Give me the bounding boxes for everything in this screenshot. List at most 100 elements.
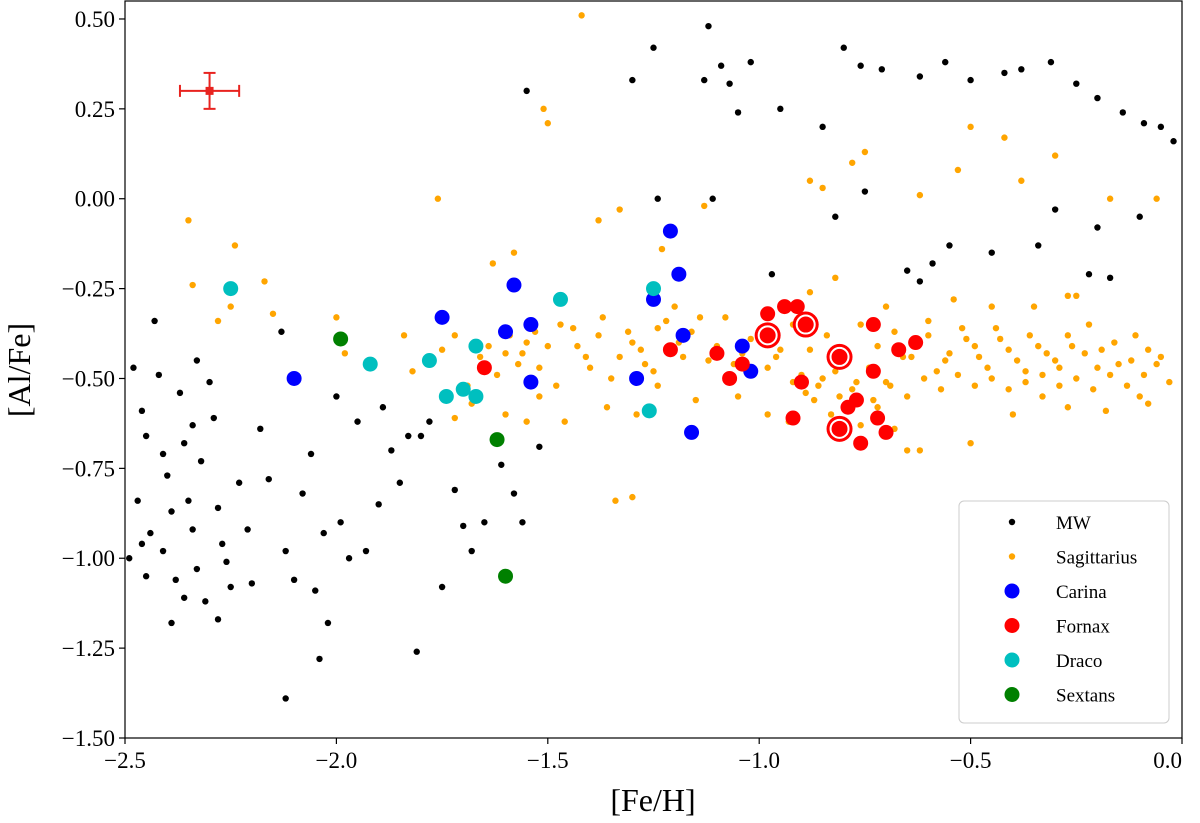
point-fornax	[662, 342, 678, 358]
point-fornax	[865, 317, 881, 333]
legend-marker	[1004, 583, 1020, 599]
point-mw	[777, 105, 784, 113]
y-tick-label: 0.50	[75, 7, 115, 32]
point-mw	[629, 76, 636, 84]
point-mw	[130, 364, 137, 371]
point-mw	[840, 44, 847, 51]
point-sagittarius	[409, 368, 416, 375]
point-sagittarius	[734, 393, 742, 400]
legend-marker	[1004, 652, 1020, 668]
point-mw	[916, 73, 924, 80]
point-sagittarius	[1051, 152, 1059, 159]
point-mw	[185, 497, 192, 504]
point-sagittarius	[916, 447, 924, 454]
point-mw	[1018, 66, 1025, 73]
point-mw	[1047, 58, 1055, 66]
point-fornax	[878, 424, 894, 440]
point-sagittarius	[637, 346, 645, 353]
point-sagittarius	[942, 357, 949, 364]
point-sagittarius	[819, 184, 826, 192]
point-sagittarius	[1030, 303, 1038, 310]
y-tick-label: −0.25	[62, 277, 115, 302]
point-carina	[734, 338, 750, 354]
point-mw	[650, 44, 657, 51]
y-axis: 0.50 0.25 0.00 −0.25 −0.50 −0.75 −1.00 −1.25 −1.…	[62, 7, 125, 751]
point-draco	[468, 338, 484, 354]
y-tick-label: −0.75	[62, 456, 115, 481]
point-sagittarius	[950, 296, 957, 303]
point-sagittarius	[701, 202, 708, 210]
point-mw	[510, 490, 518, 497]
point-mw	[747, 58, 754, 66]
point-mw	[857, 62, 864, 69]
point-mw	[654, 195, 661, 202]
point-sagittarius	[722, 314, 729, 321]
point-sagittarius	[1039, 371, 1046, 379]
point-mw	[176, 389, 184, 397]
error-bar-marker	[205, 86, 214, 95]
point-sagittarius	[870, 396, 877, 404]
point-sagittarius	[654, 382, 661, 389]
point-sagittarius	[1005, 386, 1012, 393]
point-mw	[235, 479, 243, 486]
point-carina	[646, 291, 661, 307]
x-tick-label: −1.5	[527, 748, 569, 773]
point-mw	[151, 317, 158, 325]
point-sagittarius	[1153, 360, 1160, 368]
point-carina	[286, 370, 302, 386]
point-mw	[417, 432, 425, 440]
point-sagittarius	[476, 353, 484, 361]
point-sagittarius	[933, 368, 940, 375]
point-mw	[988, 249, 995, 256]
point-draco	[641, 403, 657, 419]
point-mw	[1094, 94, 1101, 102]
point-mw	[180, 440, 188, 447]
point-sagittarius	[616, 206, 623, 213]
point-sagittarius	[806, 177, 814, 184]
point-sagittarius	[1001, 134, 1008, 141]
point-mw	[426, 418, 433, 425]
point-mw	[903, 267, 911, 274]
x-tick-label: −0.5	[950, 748, 992, 773]
point-mw	[168, 619, 175, 627]
point-sagittarius	[574, 342, 581, 350]
point-sagittarius	[861, 148, 869, 156]
point-sagittarius	[1132, 332, 1139, 339]
point-sagittarius	[992, 324, 1000, 332]
point-mw	[147, 529, 154, 537]
point-mw	[159, 450, 167, 458]
point-sagittarius	[595, 332, 602, 339]
point-fornax	[722, 370, 738, 386]
x-axis-label: [Fe/H]	[610, 782, 695, 818]
point-sagittarius	[269, 310, 277, 317]
point-sagittarius	[1013, 357, 1021, 364]
point-fornax	[734, 356, 750, 372]
point-sagittarius	[692, 396, 699, 404]
point-mw	[223, 558, 230, 566]
point-fornax	[777, 299, 793, 315]
point-draco	[646, 281, 661, 297]
point-sagittarius	[764, 364, 771, 371]
point-mw	[210, 414, 217, 422]
point-fornax	[865, 363, 881, 379]
point-sagittarius	[561, 418, 568, 425]
point-mw	[244, 526, 251, 533]
point-sagittarius	[1090, 386, 1097, 393]
point-sagittarius	[1106, 195, 1114, 202]
point-sagittarius	[1022, 368, 1029, 375]
point-sagittarius	[231, 242, 239, 249]
legend-label: Fornax	[1056, 617, 1110, 638]
point-sagittarius	[519, 350, 526, 357]
point-mw	[282, 695, 289, 702]
point-sagittarius	[1153, 195, 1160, 202]
point-mw	[1073, 80, 1080, 87]
point-sextans	[498, 568, 514, 584]
point-mw	[197, 457, 205, 465]
point-mw	[134, 497, 141, 504]
point-fornax	[870, 410, 886, 426]
y-tick-label: 0.25	[75, 97, 115, 122]
point-sagittarius	[1123, 382, 1131, 389]
x-tick-label: −2.5	[104, 748, 146, 773]
x-tick-label: −2.0	[316, 748, 358, 773]
